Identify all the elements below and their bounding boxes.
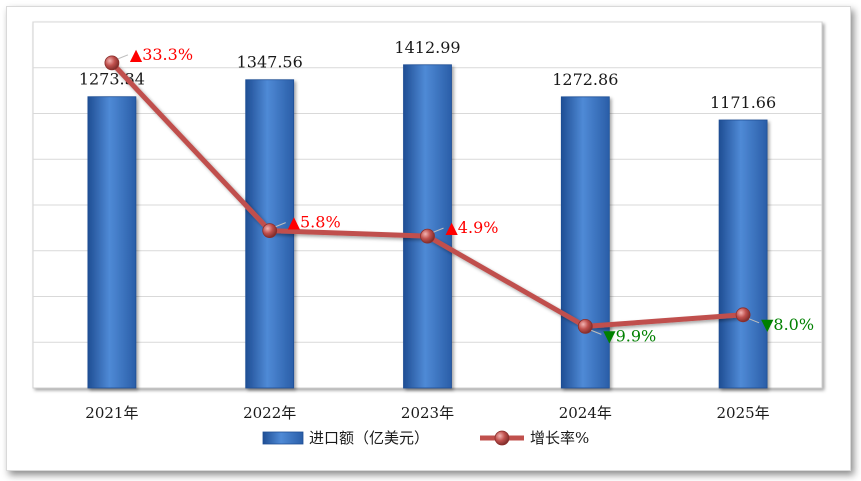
growth-rate-marker <box>735 307 751 323</box>
label-leader-line <box>748 318 760 324</box>
bar <box>87 96 137 389</box>
bar <box>403 64 452 389</box>
legend-bar-label: 进口额（亿美元） <box>309 429 429 447</box>
bar-value-label: 1171.66 <box>710 93 776 112</box>
x-tick-label: 2022年 <box>243 404 296 422</box>
x-tick-label: 2021年 <box>85 404 138 422</box>
growth-rate-label: ▲33.3% <box>130 45 193 64</box>
growth-rate-marker <box>577 318 593 334</box>
growth-rate-labels: ▲33.3% ▲5.8% ▲4.9% ▼9.9% ▼8.0% <box>117 45 814 345</box>
bar-value-label: 1347.56 <box>237 53 303 72</box>
label-leader-line <box>591 329 602 335</box>
growth-rate-label: ▼8.0% <box>761 315 814 334</box>
x-tick-label: 2024年 <box>559 404 612 422</box>
legend: 进口额（亿美元） 增长率% <box>262 429 589 447</box>
label-leader-line <box>275 222 286 228</box>
growth-rate-label: ▲5.8% <box>288 213 341 232</box>
bar <box>560 96 610 389</box>
bar-value-label: 1412.99 <box>394 38 460 57</box>
growth-rate-label: ▲4.9% <box>446 218 499 237</box>
label-leader-line <box>117 54 129 60</box>
bar-series <box>87 64 768 389</box>
bar-value-label: 1272.86 <box>552 70 618 89</box>
growth-rate-marker <box>262 223 278 239</box>
growth-rate-marker <box>104 55 120 71</box>
legend-line-marker <box>494 430 510 446</box>
x-tick-label: 2023年 <box>401 404 454 422</box>
legend-bar-swatch <box>262 431 304 445</box>
growth-rate-marker <box>420 228 435 244</box>
label-leader-line <box>433 227 444 233</box>
x-tick-label: 2025年 <box>717 404 770 422</box>
bar <box>718 119 768 389</box>
growth-rate-label: ▼9.9% <box>603 326 656 345</box>
growth-rate-series <box>104 55 751 334</box>
x-axis-tick-labels: 2021年 2022年 2023年 2024年 2025年 <box>85 404 769 422</box>
legend-line-label: 增长率% <box>530 429 589 447</box>
